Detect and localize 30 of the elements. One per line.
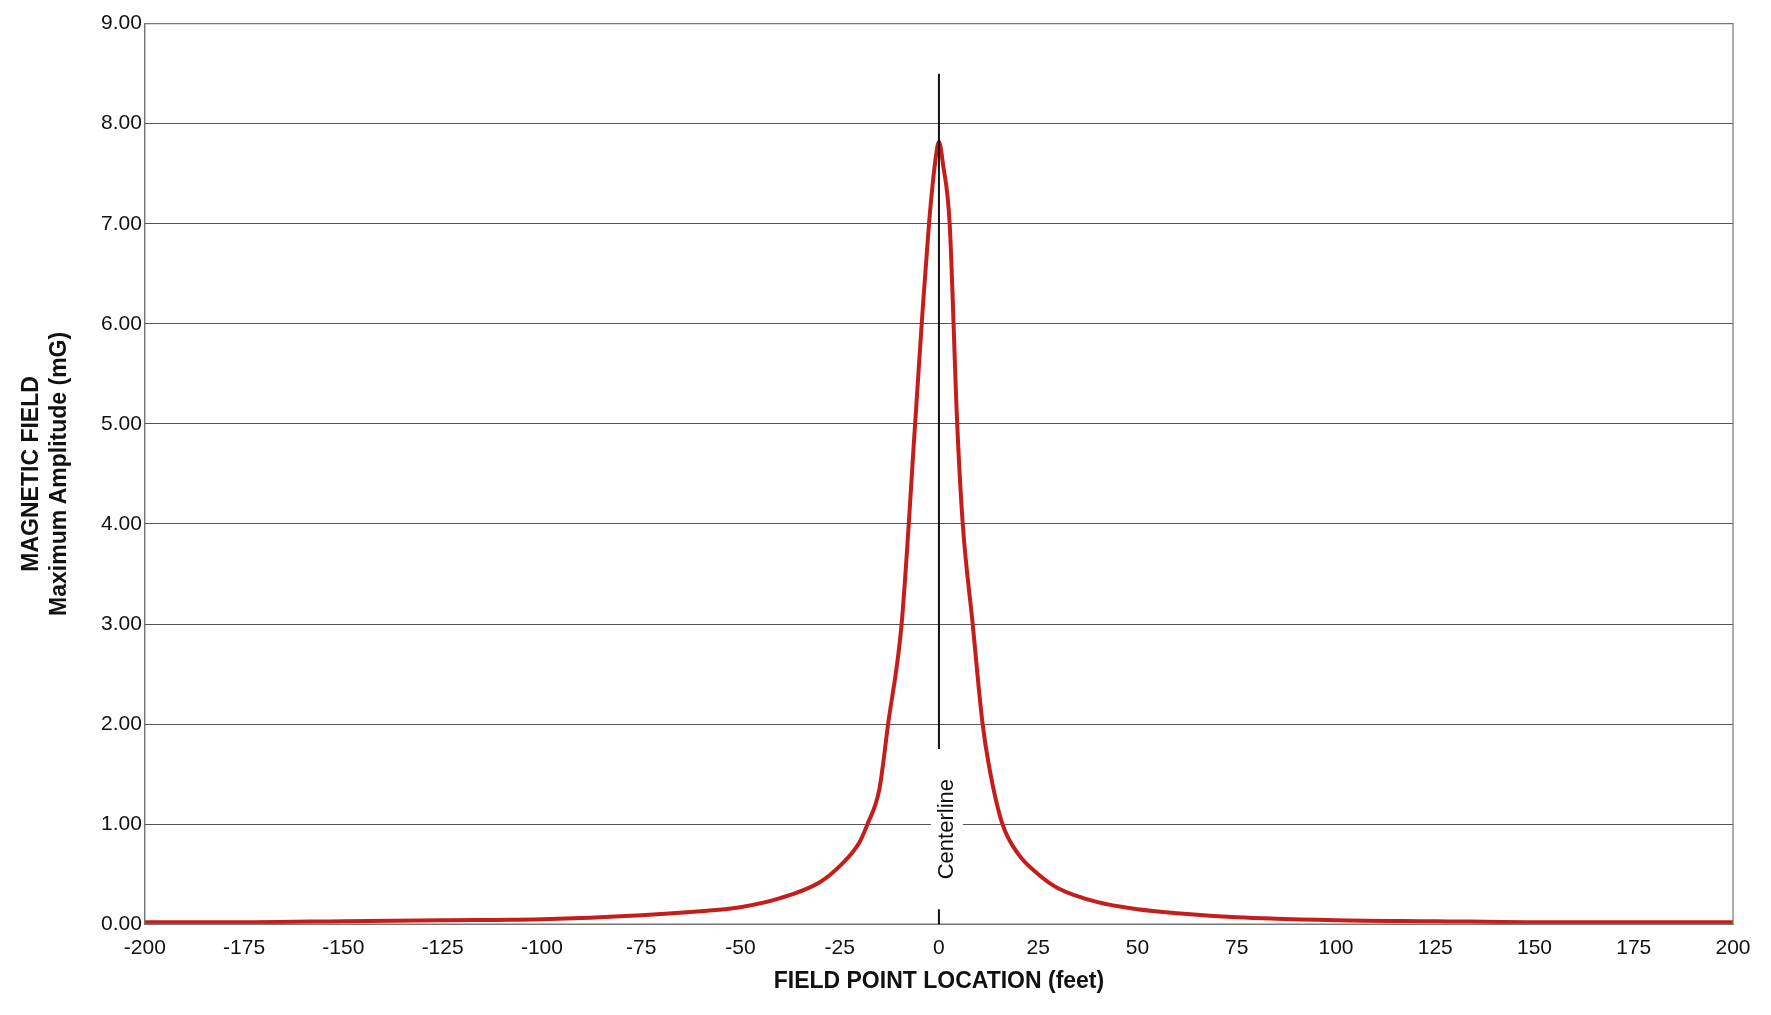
y-tick-label: 9.00 bbox=[101, 10, 142, 34]
x-tick-label: -150 bbox=[322, 934, 365, 958]
y-tick-label: 6.00 bbox=[101, 310, 142, 334]
x-tick-label: 150 bbox=[1516, 934, 1553, 958]
x-tick-label: -175 bbox=[223, 934, 266, 958]
x-tick-label: 100 bbox=[1318, 934, 1354, 958]
y-tick-label: 7.00 bbox=[101, 210, 142, 234]
y-tick-label: 5.00 bbox=[101, 410, 142, 434]
x-tick-label: 25 bbox=[1026, 934, 1050, 958]
x-tick-label: -100 bbox=[520, 934, 563, 958]
x-tick-label: -125 bbox=[421, 934, 464, 958]
x-tick-label: -200 bbox=[123, 934, 166, 958]
x-tick-label: 175 bbox=[1616, 934, 1652, 958]
x-tick-label: -75 bbox=[625, 934, 657, 958]
y-tick-label: 0.00 bbox=[101, 911, 142, 934]
y-tick-label: 3.00 bbox=[101, 610, 142, 634]
x-tick-label: -25 bbox=[824, 934, 855, 958]
x-tick-label: 125 bbox=[1417, 934, 1453, 958]
y-tick-label: 1.00 bbox=[101, 810, 142, 834]
x-axis-title: FIELD POINT LOCATION (feet) bbox=[773, 966, 1105, 993]
x-tick-label: -50 bbox=[725, 934, 756, 958]
y-tick-label: 4.00 bbox=[101, 510, 142, 534]
y-tick-label: 2.00 bbox=[101, 710, 142, 734]
y-tick-label: 8.00 bbox=[101, 110, 142, 134]
ref-line-label: Centerline bbox=[933, 778, 958, 880]
x-tick-label: 50 bbox=[1125, 934, 1150, 958]
x-tick-label: 200 bbox=[1715, 934, 1751, 958]
x-tick-label: 75 bbox=[1225, 934, 1249, 958]
y-axis-title: MAGNETIC FIELD Maximum Amplitude (mG) bbox=[17, 331, 72, 616]
x-tick-label: 0 bbox=[933, 934, 945, 958]
